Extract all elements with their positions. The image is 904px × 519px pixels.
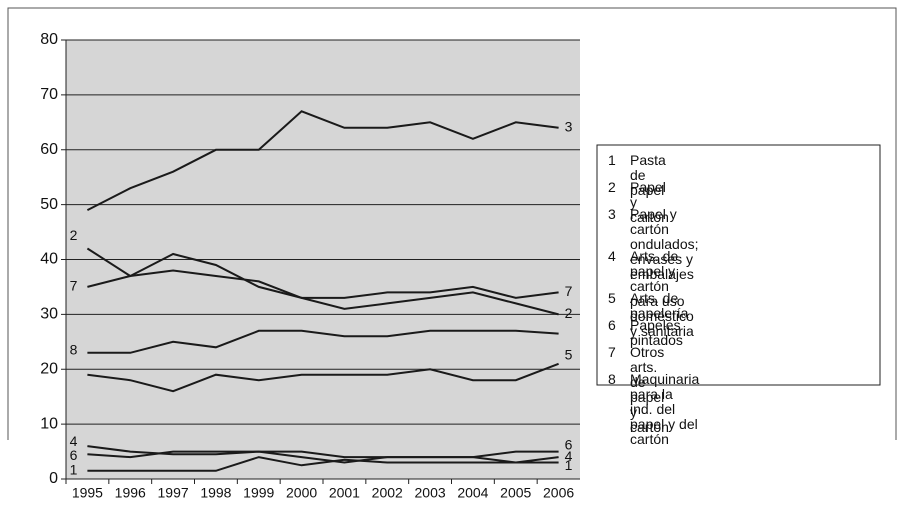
legend-label: Arts. de papel y cartón para uso domésti…	[630, 248, 694, 339]
legend-number: 2	[608, 179, 616, 195]
y-tick-label: 20	[40, 360, 58, 377]
series-line	[87, 450, 559, 459]
y-tick-label: 0	[49, 470, 58, 487]
series-label: 2	[565, 305, 573, 321]
y-tick-label: 40	[40, 251, 58, 268]
legend-number: 6	[608, 317, 616, 333]
x-tick-label: 2004	[457, 485, 488, 501]
series-label: 4	[70, 433, 78, 449]
legend-label: Maquinaria para la ind. del papel y del …	[630, 371, 700, 447]
x-tick-label: 2006	[543, 485, 574, 501]
x-tick-label: 2000	[286, 485, 317, 501]
series-line	[86, 110, 559, 211]
x-tick-label: 1998	[200, 485, 231, 501]
series-label: 7	[70, 278, 78, 294]
series-line	[87, 445, 559, 464]
legend-number: 8	[608, 371, 616, 387]
series-label: 1	[565, 457, 573, 473]
legend-label: Papel y cartón	[630, 179, 669, 225]
series-label: 4	[565, 448, 573, 464]
series-label: 2	[70, 227, 78, 243]
series-line	[87, 269, 559, 299]
x-tick-label: 2001	[329, 485, 360, 501]
y-tick-label: 80	[40, 31, 58, 48]
y-tick-label: 10	[40, 415, 58, 432]
series-label: 5	[565, 346, 573, 362]
legend-label: Pasta de papel	[630, 152, 666, 198]
legend-box	[596, 144, 881, 386]
legend-label: Arts. de papelería	[630, 290, 689, 321]
x-tick-label: 1995	[72, 485, 103, 501]
y-tick-label: 70	[40, 86, 58, 103]
series-label: 6	[70, 447, 78, 463]
series-label: 8	[70, 341, 78, 357]
x-tick-label: 1997	[158, 485, 189, 501]
legend-number: 4	[608, 248, 616, 264]
legend-number: 1	[608, 152, 616, 168]
x-tick-label: 1996	[115, 485, 146, 501]
series-line	[86, 247, 559, 316]
legend-number: 7	[608, 344, 616, 360]
y-tick-label: 60	[40, 141, 58, 158]
series-line	[87, 456, 559, 472]
x-tick-label: 2003	[415, 485, 446, 501]
series-label: 1	[70, 461, 78, 477]
legend-label: Otros arts. de papel y cartón	[630, 344, 669, 435]
series-label: 6	[565, 436, 573, 452]
legend-label: Papeles pintados	[630, 317, 683, 348]
x-tick-label: 2002	[372, 485, 403, 501]
y-tick-label: 50	[40, 196, 58, 213]
legend-label: Papel y cartón ondulados; envases y emba…	[630, 206, 699, 282]
legend-number: 3	[608, 206, 616, 222]
series-label: 3	[565, 119, 573, 135]
y-tick-label: 30	[40, 306, 58, 323]
x-tick-label: 2005	[500, 485, 531, 501]
x-tick-label: 1999	[243, 485, 274, 501]
legend-number: 5	[608, 290, 616, 306]
series-line	[87, 329, 559, 354]
frame	[7, 7, 897, 440]
series-line	[87, 362, 559, 393]
series-label: 7	[565, 283, 573, 299]
